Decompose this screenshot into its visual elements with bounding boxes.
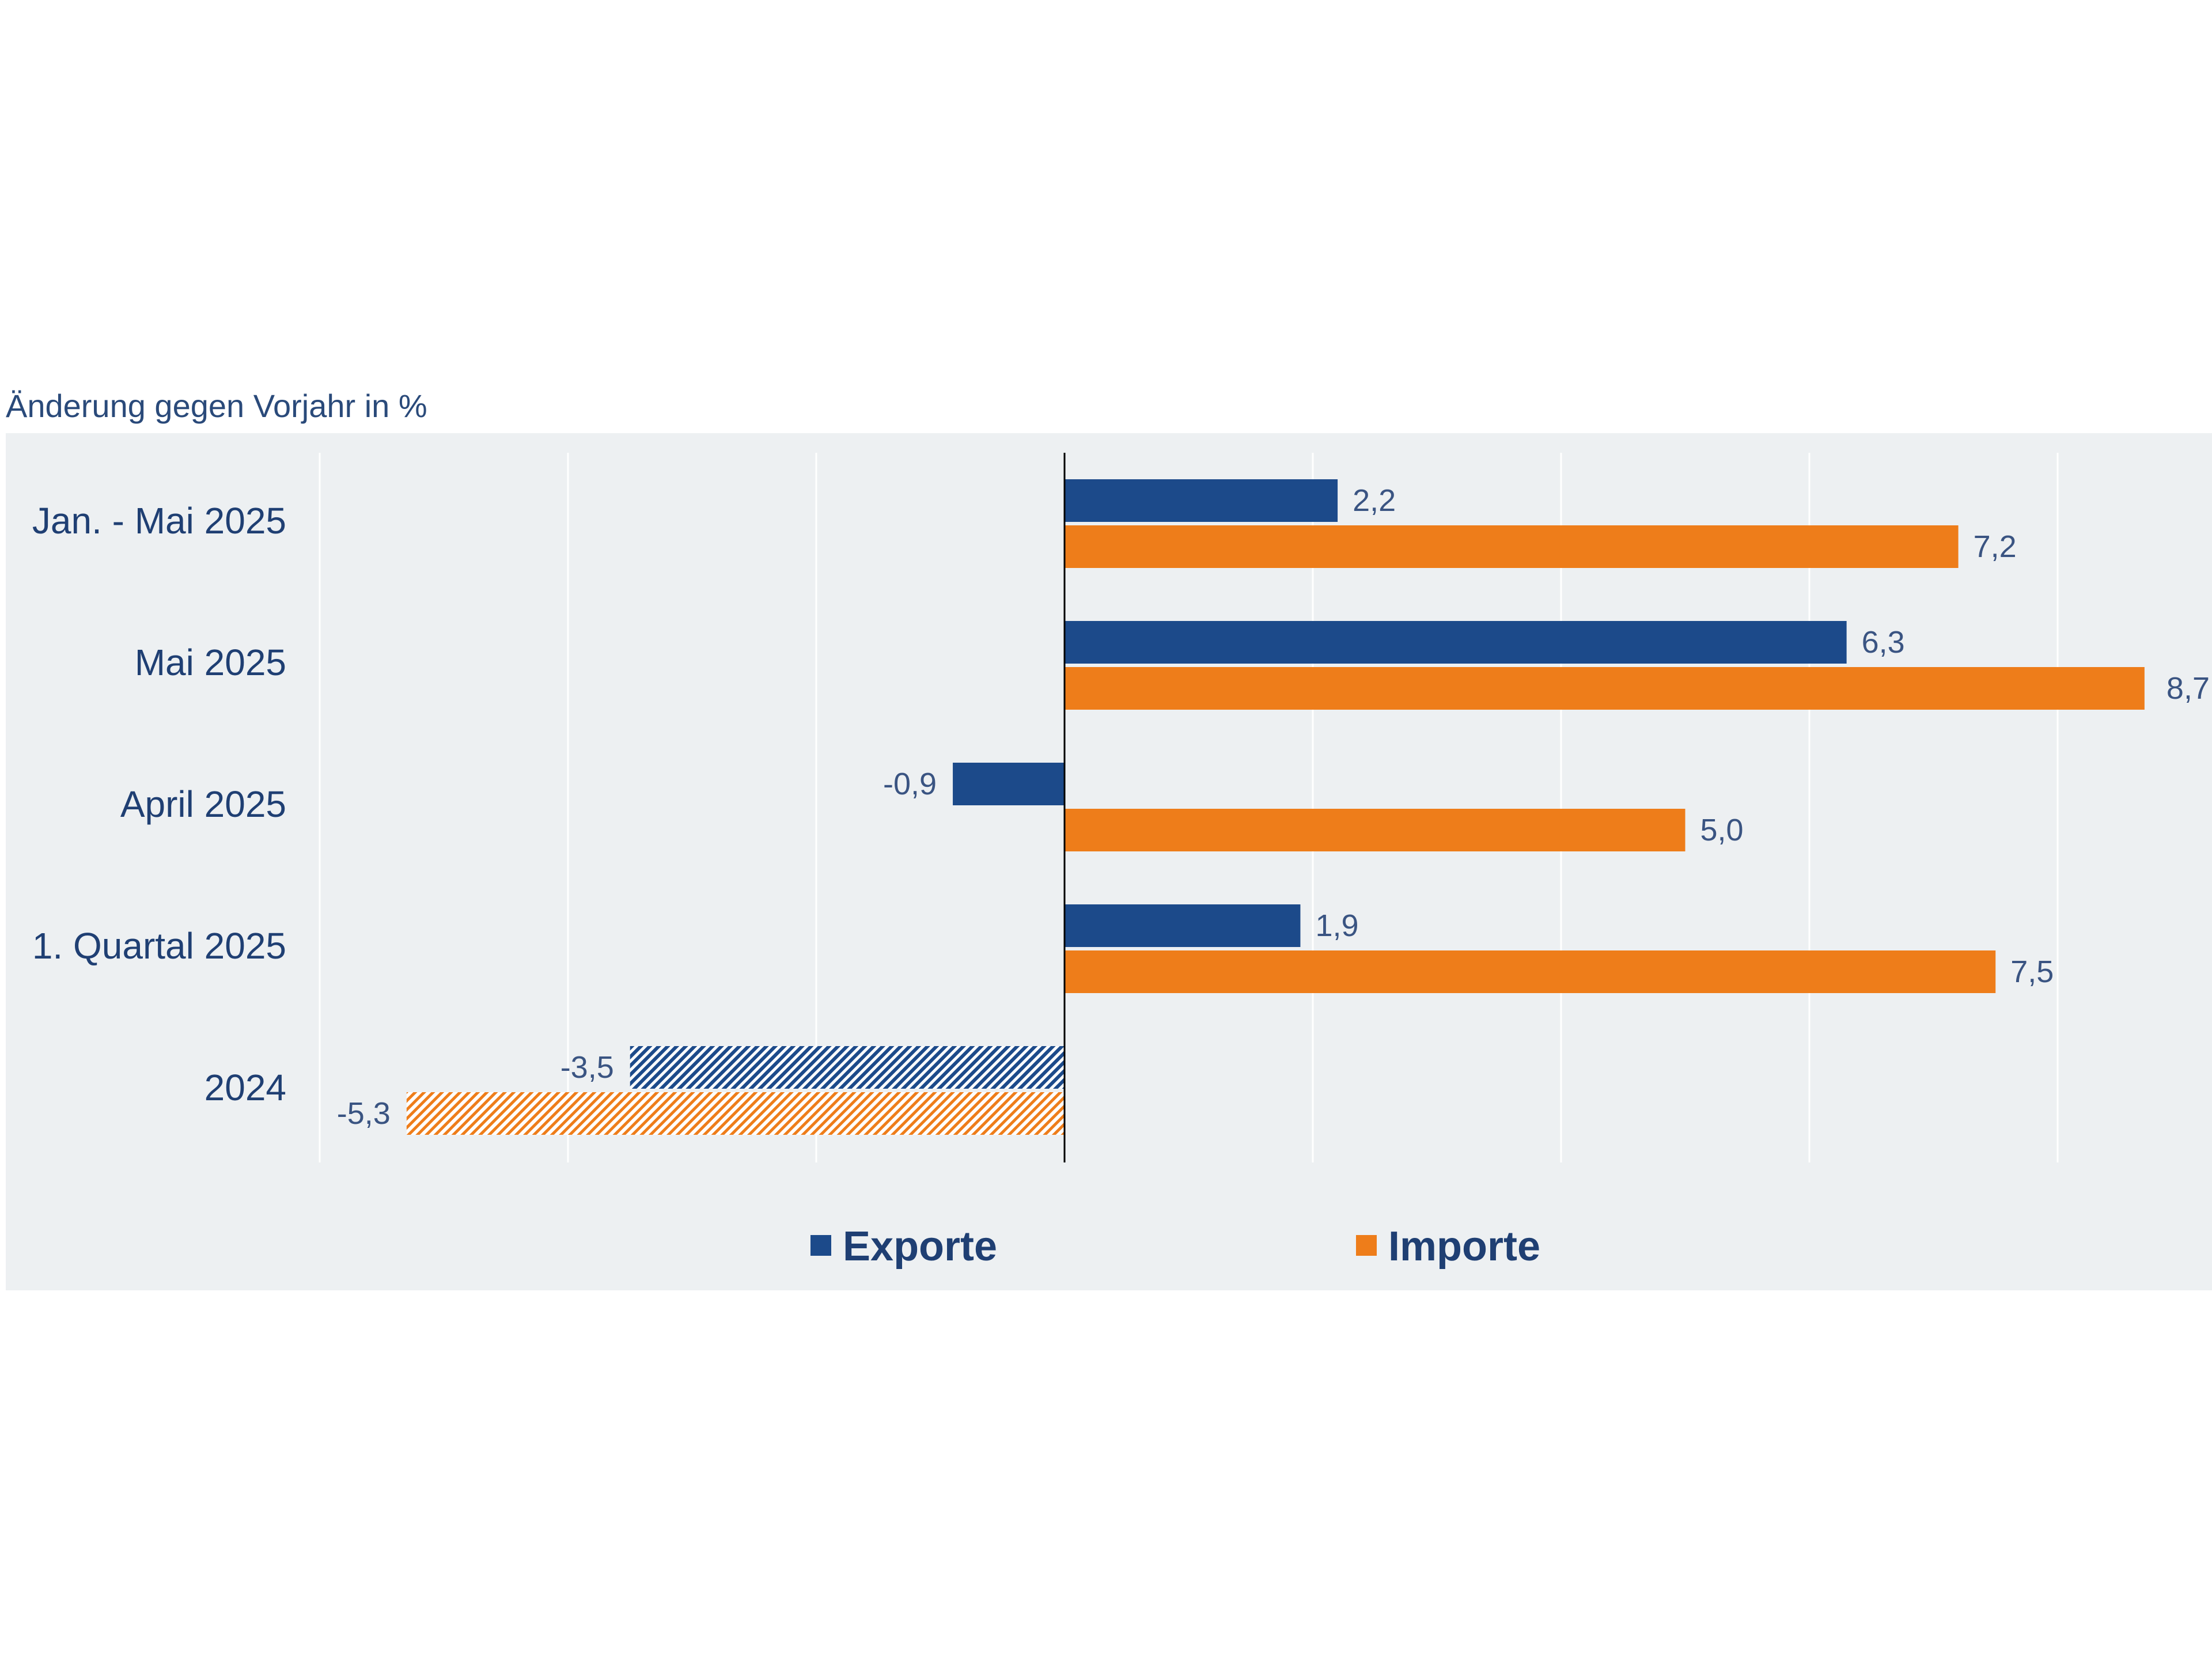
data-label-importe-april-2025: 5,0 (1700, 813, 1744, 847)
data-label-importe-jan-mai-2025: 7,2 (1974, 529, 2017, 564)
bar-importe-april-2025 (1065, 809, 1685, 851)
data-label-exporte-1-quartal-2025: 1,9 (1315, 908, 1358, 943)
data-label-exporte-mai-2025: 6,3 (1862, 625, 1905, 660)
category-label-1-quartal-2025: 1. Quartal 2025 (32, 925, 286, 967)
bar-exporte-1-quartal-2025 (1065, 904, 1301, 947)
bar-importe-1-quartal-2025 (1065, 950, 1996, 993)
category-label-mai-2025: Mai 2025 (135, 642, 286, 683)
category-label-jan-mai-2025: Jan. - Mai 2025 (32, 500, 286, 541)
bars (406, 479, 2145, 1135)
category-label-2024: 2024 (204, 1067, 286, 1108)
legend-label-importe: Importe (1388, 1224, 1540, 1270)
bar-importe-jan-mai-2025 (1065, 525, 1959, 568)
plot-background (6, 433, 2212, 1290)
bar-exporte-april-2025 (953, 763, 1065, 805)
data-label-exporte-april-2025: -0,9 (883, 767, 937, 801)
legend-swatch-importe (1356, 1235, 1377, 1256)
data-label-importe-1-quartal-2025: 7,5 (2010, 955, 2054, 989)
bar-importe-mai-2025 (1065, 667, 2145, 710)
bar-importe-2024 (406, 1092, 1065, 1135)
data-label-exporte-jan-mai-2025: 2,2 (1353, 483, 1396, 518)
legend: Exporte Importe (810, 1224, 1540, 1270)
bar-exporte-2024 (630, 1046, 1065, 1089)
gridlines (319, 453, 2059, 1162)
data-label-importe-mai-2025: 8,7 (2166, 671, 2210, 706)
legend-label-exporte: Exporte (843, 1224, 997, 1270)
legend-swatch-exporte (810, 1235, 831, 1256)
bar-exporte-mai-2025 (1065, 621, 1847, 664)
chart-title: Änderung gegen Vorjahr in % (6, 388, 427, 424)
data-label-exporte-2024: -3,5 (560, 1050, 614, 1085)
data-label-importe-2024: -5,3 (337, 1096, 391, 1131)
bar-exporte-jan-mai-2025 (1065, 479, 1338, 522)
category-label-april-2025: April 2025 (120, 783, 286, 825)
labels: Jan. - Mai 2025 2,2 7,2 Mai 2025 6,3 8,7 April… (32, 483, 2210, 1131)
